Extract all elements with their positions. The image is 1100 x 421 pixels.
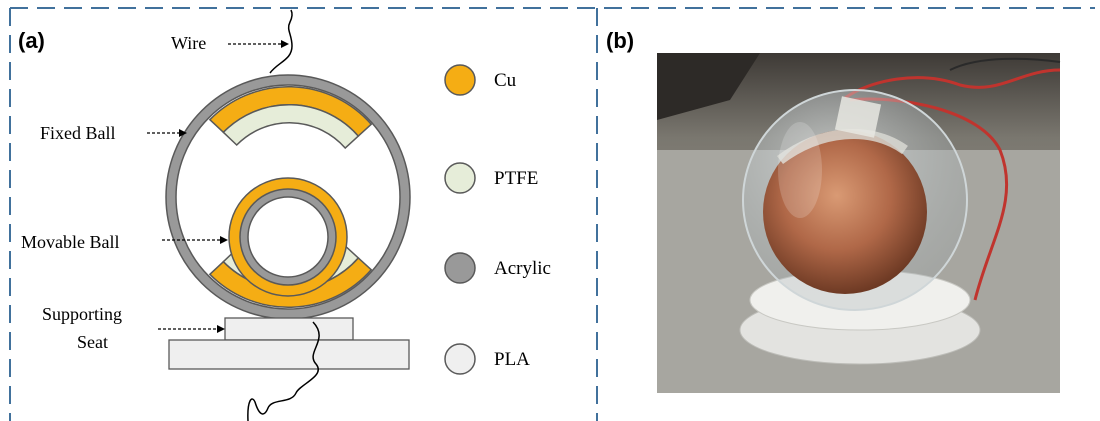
legend-label-acrylic: Acrylic xyxy=(494,258,551,279)
legend-swatch-acrylic xyxy=(444,252,476,284)
movable-ball-arrowhead xyxy=(220,236,228,244)
movable-ball-label: Movable Ball xyxy=(21,232,119,252)
wire-top xyxy=(269,9,293,74)
legend-swatch-pla xyxy=(444,343,476,375)
device-photo xyxy=(657,53,1061,393)
panel-b: (b) xyxy=(606,28,1061,393)
wire-arrowhead xyxy=(281,40,289,48)
photo-copper-ball xyxy=(763,130,927,294)
movable-ball-core xyxy=(247,196,329,278)
legend-swatch-ptfe xyxy=(444,162,476,194)
fixed-ball-label: Fixed Ball xyxy=(40,123,116,143)
panel-a-label: (a) xyxy=(18,28,45,53)
wire-bottom xyxy=(247,321,320,421)
photo-red-wire-1 xyxy=(844,68,1061,100)
legend-swatch-cu xyxy=(444,64,476,96)
legend-label-cu: Cu xyxy=(494,70,517,91)
dashed-frame xyxy=(9,7,1095,421)
seat-base xyxy=(168,339,410,370)
supporting-seat-label-2: Seat xyxy=(77,332,108,352)
photo-tape-strip xyxy=(777,129,908,165)
supporting-seat-label-1: Supporting xyxy=(42,304,122,324)
panel-b-label: (b) xyxy=(606,28,634,53)
supporting-seat-arrowhead xyxy=(217,325,225,333)
legend-label-pla: PLA xyxy=(494,349,530,370)
photo-dark-corner xyxy=(657,53,760,120)
legend-label-ptfe: PTFE xyxy=(494,168,538,189)
seat-top-block xyxy=(224,317,354,341)
fixed-ball-arrowhead xyxy=(179,129,187,137)
photo-dome-highlight xyxy=(778,122,822,218)
photo-black-wire xyxy=(949,57,1061,71)
panel-a: (a) Wire Fixed Ball Movable Ball Suppor xyxy=(18,9,551,421)
top-ptfe-arc xyxy=(222,103,360,150)
legend: Cu PTFE Acrylic PLA xyxy=(444,64,551,375)
wire-label: Wire xyxy=(171,33,206,53)
photo-tape-patch xyxy=(834,96,882,138)
